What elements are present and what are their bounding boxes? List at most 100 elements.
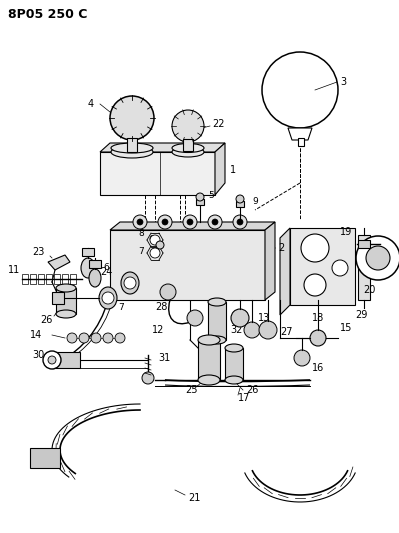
Text: 30: 30	[32, 350, 44, 360]
Text: 8: 8	[138, 229, 144, 238]
Text: 4: 4	[88, 99, 94, 109]
Circle shape	[156, 241, 164, 249]
Circle shape	[172, 110, 204, 142]
Circle shape	[48, 356, 56, 364]
Polygon shape	[110, 230, 265, 300]
Text: 11: 11	[8, 265, 20, 275]
Ellipse shape	[89, 269, 101, 287]
Circle shape	[231, 309, 249, 327]
Ellipse shape	[208, 336, 226, 344]
Polygon shape	[290, 228, 355, 305]
Ellipse shape	[172, 143, 204, 152]
Ellipse shape	[225, 344, 243, 352]
Text: 20: 20	[363, 285, 375, 295]
Bar	[127, 138, 137, 152]
Polygon shape	[110, 222, 275, 230]
Bar	[196, 199, 204, 205]
Text: 5: 5	[208, 191, 214, 200]
Text: 21: 21	[188, 493, 200, 503]
Text: 19: 19	[340, 227, 352, 237]
Circle shape	[236, 195, 244, 203]
Ellipse shape	[208, 298, 226, 306]
Ellipse shape	[121, 272, 139, 294]
Bar	[82, 248, 94, 256]
Bar	[298, 138, 304, 146]
Text: 1: 1	[230, 165, 236, 175]
Text: 23: 23	[32, 247, 44, 257]
Circle shape	[187, 219, 193, 225]
Polygon shape	[358, 235, 370, 300]
Text: 14: 14	[30, 330, 42, 340]
Text: 2: 2	[278, 243, 284, 253]
Circle shape	[67, 333, 77, 343]
Text: 13: 13	[258, 313, 270, 323]
Bar	[62, 274, 68, 284]
Ellipse shape	[111, 143, 153, 153]
Bar	[70, 274, 76, 284]
Bar	[358, 240, 370, 248]
Text: 10: 10	[55, 307, 67, 317]
Polygon shape	[265, 222, 275, 300]
Circle shape	[301, 234, 329, 262]
Text: 16: 16	[312, 363, 324, 373]
Text: 12: 12	[152, 325, 164, 335]
Text: 9: 9	[252, 198, 258, 206]
Circle shape	[332, 260, 348, 276]
Circle shape	[244, 322, 260, 338]
Ellipse shape	[198, 335, 220, 345]
Polygon shape	[48, 255, 70, 270]
Polygon shape	[100, 152, 215, 195]
Text: 17: 17	[238, 393, 251, 403]
Bar	[30, 448, 60, 468]
Circle shape	[162, 219, 168, 225]
Polygon shape	[280, 228, 290, 315]
Circle shape	[237, 219, 243, 225]
Circle shape	[196, 193, 204, 201]
Bar	[54, 274, 60, 284]
Circle shape	[150, 248, 160, 258]
Circle shape	[183, 215, 197, 229]
Circle shape	[110, 96, 154, 140]
Circle shape	[150, 235, 160, 245]
Circle shape	[233, 215, 247, 229]
Circle shape	[43, 351, 61, 369]
Circle shape	[187, 310, 203, 326]
Bar	[56, 288, 76, 314]
Ellipse shape	[172, 147, 204, 157]
Circle shape	[103, 333, 113, 343]
Bar	[52, 292, 64, 304]
Bar	[198, 340, 220, 380]
Circle shape	[102, 292, 114, 304]
Text: 7: 7	[138, 247, 144, 256]
Text: 27: 27	[280, 327, 292, 337]
Polygon shape	[288, 128, 312, 140]
Circle shape	[160, 284, 176, 300]
Bar	[52, 352, 80, 368]
Circle shape	[79, 333, 89, 343]
Bar	[22, 274, 28, 284]
Polygon shape	[215, 143, 225, 195]
Bar	[183, 139, 193, 151]
Text: 22: 22	[212, 119, 225, 129]
Ellipse shape	[111, 146, 153, 158]
Bar	[236, 201, 244, 207]
Circle shape	[294, 350, 310, 366]
Circle shape	[366, 246, 390, 270]
Text: 15: 15	[340, 323, 352, 333]
Text: 26: 26	[40, 315, 52, 325]
Ellipse shape	[81, 258, 95, 278]
Circle shape	[133, 215, 147, 229]
Bar	[89, 260, 101, 268]
Text: 29: 29	[355, 310, 367, 320]
Circle shape	[356, 236, 399, 280]
Text: 8P05 250 C: 8P05 250 C	[8, 7, 87, 20]
Polygon shape	[100, 143, 225, 152]
Ellipse shape	[56, 310, 76, 318]
Text: 3: 3	[340, 77, 346, 87]
Circle shape	[208, 215, 222, 229]
Text: 26: 26	[246, 385, 259, 395]
Text: 18: 18	[312, 313, 324, 323]
Ellipse shape	[99, 287, 117, 309]
Text: 7: 7	[118, 303, 124, 312]
Circle shape	[310, 330, 326, 346]
